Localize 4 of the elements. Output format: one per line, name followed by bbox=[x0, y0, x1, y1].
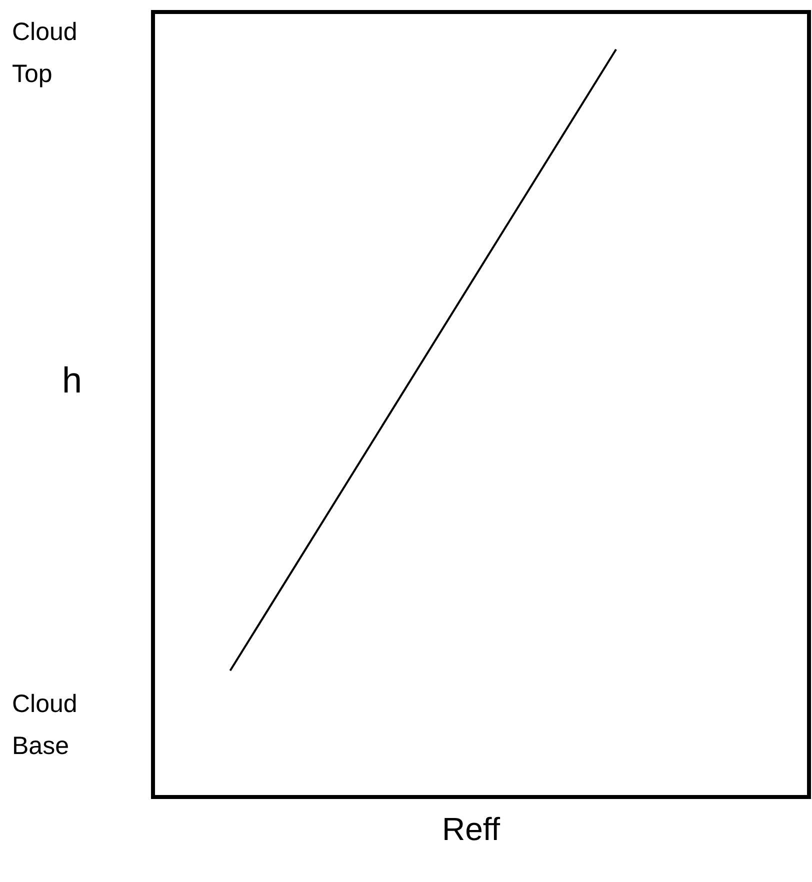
y-axis-title: h bbox=[62, 359, 82, 400]
text: Cloud Top bbox=[12, 18, 78, 88]
x-axis-title: Reff bbox=[442, 810, 500, 847]
text: Cloud Base bbox=[12, 690, 78, 760]
